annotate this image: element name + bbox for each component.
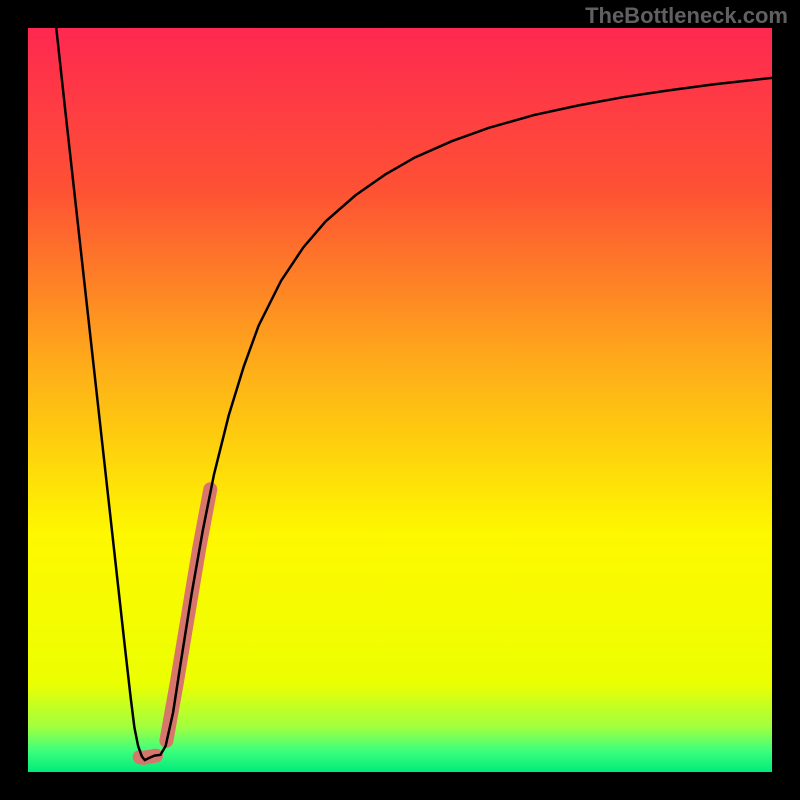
chart-svg (0, 0, 800, 800)
watermark-text: TheBottleneck.com (585, 3, 788, 29)
chart-container: TheBottleneck.com (0, 0, 800, 800)
plot-background (28, 28, 772, 772)
